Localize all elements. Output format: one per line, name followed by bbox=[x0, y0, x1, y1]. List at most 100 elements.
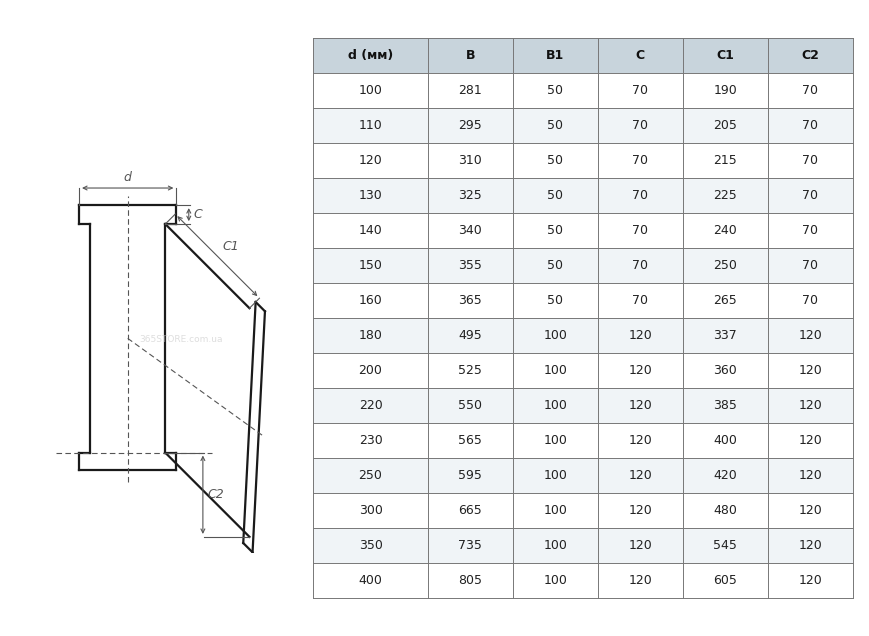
Bar bbox=[682, 388, 766, 423]
Text: 120: 120 bbox=[627, 399, 652, 412]
Text: 120: 120 bbox=[798, 574, 821, 587]
Bar bbox=[597, 353, 682, 388]
Bar bbox=[428, 248, 512, 283]
Bar bbox=[597, 143, 682, 178]
Bar bbox=[512, 528, 597, 563]
Text: 120: 120 bbox=[798, 329, 821, 342]
Text: 70: 70 bbox=[632, 84, 647, 97]
Text: 400: 400 bbox=[358, 574, 382, 587]
Bar bbox=[512, 143, 597, 178]
Bar bbox=[428, 318, 512, 353]
Text: 120: 120 bbox=[798, 399, 821, 412]
Bar bbox=[313, 353, 428, 388]
Text: 70: 70 bbox=[632, 154, 647, 167]
Text: C1: C1 bbox=[715, 49, 733, 62]
Text: 100: 100 bbox=[358, 84, 382, 97]
Text: 140: 140 bbox=[358, 224, 382, 237]
Text: 550: 550 bbox=[458, 399, 481, 412]
Bar bbox=[766, 283, 852, 318]
Bar bbox=[597, 318, 682, 353]
Text: C2: C2 bbox=[800, 49, 818, 62]
Bar bbox=[766, 563, 852, 598]
Text: 110: 110 bbox=[358, 119, 382, 132]
Text: 70: 70 bbox=[632, 189, 647, 202]
Bar bbox=[313, 248, 428, 283]
Bar bbox=[512, 388, 597, 423]
Text: 480: 480 bbox=[713, 504, 736, 517]
Text: 100: 100 bbox=[543, 504, 567, 517]
Bar bbox=[512, 213, 597, 248]
Text: 100: 100 bbox=[543, 469, 567, 482]
Text: 50: 50 bbox=[547, 224, 562, 237]
Bar bbox=[428, 283, 512, 318]
Bar bbox=[597, 563, 682, 598]
Text: 565: 565 bbox=[458, 434, 481, 447]
Text: B1: B1 bbox=[546, 49, 564, 62]
Bar bbox=[428, 528, 512, 563]
Bar bbox=[428, 423, 512, 458]
Text: 190: 190 bbox=[713, 84, 736, 97]
Bar bbox=[766, 178, 852, 213]
Bar bbox=[313, 493, 428, 528]
Bar bbox=[766, 318, 852, 353]
Text: 350: 350 bbox=[358, 539, 382, 552]
Bar bbox=[313, 283, 428, 318]
Text: B: B bbox=[465, 49, 474, 62]
Bar bbox=[682, 318, 766, 353]
Bar bbox=[682, 283, 766, 318]
Text: C: C bbox=[635, 49, 644, 62]
Bar bbox=[682, 423, 766, 458]
Text: 205: 205 bbox=[713, 119, 736, 132]
Bar bbox=[428, 178, 512, 213]
Bar bbox=[682, 178, 766, 213]
Text: 50: 50 bbox=[547, 189, 562, 202]
Text: 120: 120 bbox=[627, 469, 652, 482]
Bar bbox=[313, 388, 428, 423]
Text: 365STORE.com.ua: 365STORE.com.ua bbox=[139, 335, 222, 345]
Text: 120: 120 bbox=[798, 539, 821, 552]
Bar bbox=[597, 213, 682, 248]
Text: 180: 180 bbox=[358, 329, 382, 342]
Text: 545: 545 bbox=[713, 539, 736, 552]
Bar bbox=[428, 73, 512, 108]
Bar bbox=[682, 528, 766, 563]
Text: 230: 230 bbox=[358, 434, 382, 447]
Text: d: d bbox=[123, 171, 131, 184]
Bar bbox=[766, 213, 852, 248]
Text: 100: 100 bbox=[543, 364, 567, 377]
Text: 70: 70 bbox=[801, 84, 817, 97]
Bar bbox=[597, 178, 682, 213]
Bar bbox=[512, 283, 597, 318]
Bar bbox=[597, 528, 682, 563]
Bar bbox=[512, 493, 597, 528]
Bar bbox=[428, 458, 512, 493]
Text: 70: 70 bbox=[801, 119, 817, 132]
Text: 70: 70 bbox=[632, 259, 647, 272]
Bar bbox=[313, 108, 428, 143]
Text: 100: 100 bbox=[543, 399, 567, 412]
Text: 70: 70 bbox=[801, 189, 817, 202]
Bar bbox=[512, 563, 597, 598]
Text: 50: 50 bbox=[547, 294, 562, 307]
Text: 337: 337 bbox=[713, 329, 736, 342]
Text: 100: 100 bbox=[543, 574, 567, 587]
Bar bbox=[597, 423, 682, 458]
Text: 50: 50 bbox=[547, 259, 562, 272]
Bar bbox=[766, 353, 852, 388]
Text: 525: 525 bbox=[458, 364, 481, 377]
Bar bbox=[428, 38, 512, 73]
Bar bbox=[766, 38, 852, 73]
Bar bbox=[512, 73, 597, 108]
Bar bbox=[512, 423, 597, 458]
Bar bbox=[512, 353, 597, 388]
Text: 805: 805 bbox=[458, 574, 481, 587]
Bar bbox=[313, 563, 428, 598]
Bar bbox=[682, 248, 766, 283]
Bar bbox=[512, 318, 597, 353]
Bar bbox=[313, 458, 428, 493]
Bar bbox=[766, 423, 852, 458]
Text: 240: 240 bbox=[713, 224, 736, 237]
Bar bbox=[597, 388, 682, 423]
Text: 495: 495 bbox=[458, 329, 481, 342]
Text: 120: 120 bbox=[627, 504, 652, 517]
